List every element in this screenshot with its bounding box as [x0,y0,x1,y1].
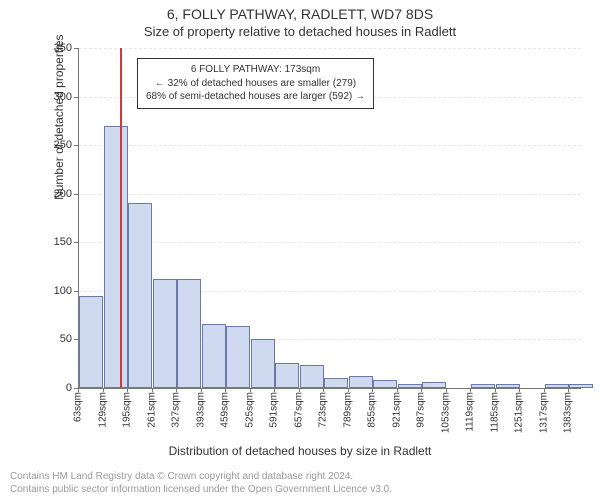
xtick-label: 921sqm [391,392,402,428]
histogram-bar [79,296,103,388]
footer-text: Contains HM Land Registry data © Crown c… [10,470,392,496]
ytick-label: 350 [42,42,72,54]
xtick-mark [152,388,153,392]
ytick-label: 100 [42,285,72,297]
histogram-bar [275,363,299,388]
ytick-mark [74,194,78,195]
xtick-label: 855sqm [367,392,378,428]
xtick-mark [299,388,300,392]
xtick-mark [446,388,447,392]
xtick-label: 591sqm [269,392,280,428]
xtick-mark [201,388,202,392]
ytick-mark [74,339,78,340]
histogram-bar [422,382,446,388]
histogram-bar [300,365,324,388]
xtick-mark [519,388,520,392]
xtick-mark [103,388,104,392]
xtick-label: 129sqm [97,392,108,428]
ytick-label: 300 [42,91,72,103]
annotation-line: 68% of semi-detached houses are larger (… [146,90,365,104]
xtick-mark [470,388,471,392]
ytick-mark [74,242,78,243]
xtick-mark [544,388,545,392]
xtick-mark [176,388,177,392]
histogram-bar [251,339,275,388]
xtick-label: 1251sqm [514,392,525,433]
plot-region: 6 FOLLY PATHWAY: 173sqm← 32% of detached… [78,48,581,389]
gridline [79,48,581,49]
histogram-bar [202,324,226,388]
title-sub: Size of property relative to detached ho… [0,22,600,39]
histogram-bar [104,126,128,388]
footer-line: Contains HM Land Registry data © Crown c… [10,470,392,483]
xtick-mark [421,388,422,392]
xtick-label: 393sqm [195,392,206,428]
xtick-mark [495,388,496,392]
xtick-mark [348,388,349,392]
footer-line: Contains public sector information licen… [10,483,392,496]
xtick-label: 261sqm [146,392,157,428]
ytick-label: 0 [42,382,72,394]
y-axis-label: Number of detached properties [52,34,66,199]
property-marker-line [120,48,122,388]
xtick-mark [323,388,324,392]
annotation-box: 6 FOLLY PATHWAY: 173sqm← 32% of detached… [137,58,374,109]
xtick-mark [250,388,251,392]
gridline [79,194,581,195]
xtick-label: 987sqm [416,392,427,428]
xtick-label: 1053sqm [440,392,451,433]
xtick-label: 1119sqm [465,392,476,432]
annotation-line: ← 32% of detached houses are smaller (27… [146,77,365,91]
xtick-label: 459sqm [220,392,231,428]
xtick-mark [372,388,373,392]
ytick-mark [74,145,78,146]
ytick-label: 50 [42,333,72,345]
chart-container: 6, FOLLY PATHWAY, RADLETT, WD7 8DS Size … [0,0,600,500]
xtick-label: 63sqm [73,392,84,422]
histogram-bar [226,326,250,388]
xtick-mark [225,388,226,392]
xtick-label: 657sqm [293,392,304,428]
xtick-label: 195sqm [122,392,133,428]
title-main: 6, FOLLY PATHWAY, RADLETT, WD7 8DS [0,0,600,22]
xtick-label: 1317sqm [538,392,549,433]
ytick-label: 150 [42,236,72,248]
histogram-bar [153,279,177,388]
histogram-bar [398,384,422,388]
xtick-mark [274,388,275,392]
histogram-bar [569,384,593,388]
xtick-label: 327sqm [171,392,182,428]
histogram-bar [545,384,569,388]
xtick-mark [78,388,79,392]
chart-area: Number of detached properties 6 FOLLY PA… [50,48,580,418]
annotation-line: 6 FOLLY PATHWAY: 173sqm [146,63,365,77]
xtick-mark [127,388,128,392]
histogram-bar [324,378,348,388]
histogram-bar [177,279,201,388]
ytick-label: 250 [42,139,72,151]
xtick-mark [397,388,398,392]
xtick-mark [568,388,569,392]
xtick-label: 723sqm [318,392,329,428]
xtick-label: 1383sqm [563,392,574,433]
histogram-bar [128,203,152,388]
x-axis-label: Distribution of detached houses by size … [0,444,600,458]
histogram-bar [496,384,520,388]
histogram-bar [471,384,495,388]
xtick-label: 1185sqm [489,392,500,432]
histogram-bar [373,380,397,388]
ytick-mark [74,291,78,292]
gridline [79,145,581,146]
histogram-bar [349,376,373,388]
gridline [79,242,581,243]
ytick-mark [74,48,78,49]
xtick-label: 789sqm [342,392,353,428]
xtick-label: 525sqm [244,392,255,428]
ytick-mark [74,97,78,98]
ytick-label: 200 [42,188,72,200]
